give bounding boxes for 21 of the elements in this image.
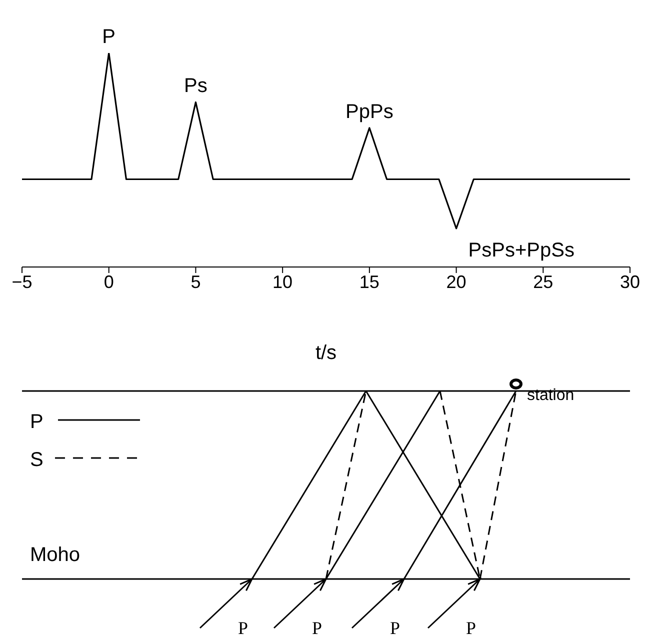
text: S bbox=[30, 449, 44, 471]
x-tick-label: −5 bbox=[12, 272, 32, 292]
text: station bbox=[527, 387, 574, 404]
x-axis-title: t/s bbox=[315, 342, 337, 364]
text: Moho bbox=[30, 544, 80, 566]
text: P bbox=[312, 618, 322, 638]
x-tick-label: 15 bbox=[359, 272, 380, 292]
x-tick-label: 25 bbox=[533, 272, 554, 292]
x-tick-label: 5 bbox=[190, 272, 201, 292]
text: P bbox=[238, 618, 248, 638]
x-tick-label: 0 bbox=[104, 272, 114, 292]
x-tick-label: 20 bbox=[446, 272, 466, 292]
x-tick-label: 30 bbox=[620, 272, 640, 292]
annotation: Ps bbox=[184, 75, 208, 98]
annotation: P bbox=[102, 26, 116, 48]
x-tick-label: 10 bbox=[272, 272, 293, 292]
text: P bbox=[466, 618, 476, 638]
text: P bbox=[390, 618, 400, 638]
annotation: PsPs+PpSs bbox=[468, 239, 574, 262]
annotation: PpPs bbox=[346, 100, 394, 123]
text: P bbox=[30, 411, 44, 433]
